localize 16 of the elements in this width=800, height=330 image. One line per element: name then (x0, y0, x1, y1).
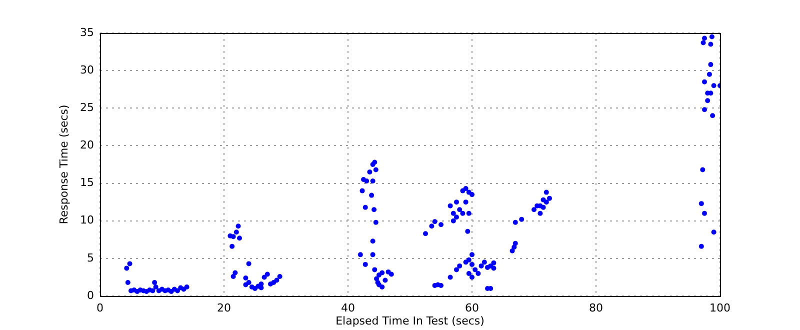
y-axis-title: Response Time (secs) (57, 104, 70, 224)
y-tick-label: 10 (80, 214, 94, 227)
x-tick-label: 60 (465, 301, 479, 314)
y-tick-label: 25 (80, 101, 94, 114)
y-tick-label: 35 (80, 26, 94, 39)
x-tick-label: 20 (217, 301, 231, 314)
y-tick-label: 20 (80, 138, 94, 152)
y-tick-label: 15 (80, 176, 94, 190)
x-tick-label: 80 (589, 301, 603, 314)
x-tick-label: 100 (710, 301, 730, 314)
y-tick-label: 5 (87, 251, 94, 264)
x-axis-title: Elapsed Time In Test (secs) (336, 314, 484, 328)
y-tick-label: 30 (80, 63, 94, 76)
y-tick-label: 0 (87, 288, 94, 302)
x-tick-label: 0 (96, 301, 104, 314)
x-tick-label: 40 (341, 301, 355, 314)
